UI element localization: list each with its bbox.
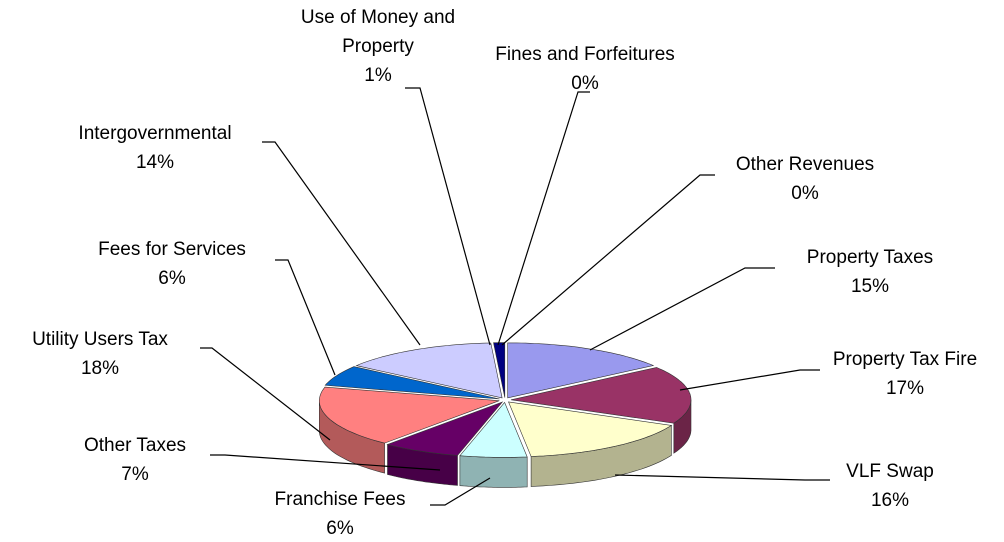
- slice: [510, 367, 692, 424]
- category-label: Intergovernmental: [78, 123, 232, 144]
- category-label: Franchise Fees: [274, 489, 406, 510]
- slice-label: Fees for Services 6%: [98, 235, 246, 293]
- slice-label: Property Tax Fire 17%: [833, 345, 977, 403]
- slice: [324, 366, 500, 400]
- pie-tops: [319, 342, 692, 458]
- leader-line: [497, 91, 590, 346]
- category-label: Property Taxes: [806, 247, 934, 268]
- category-label: Use of Money and Property: [300, 7, 456, 57]
- slice-label: Utility Users Tax 18%: [32, 325, 168, 383]
- value-label: 17%: [885, 378, 925, 399]
- category-label: Fines and Forfeitures: [495, 44, 675, 65]
- slice: [507, 342, 655, 399]
- value-label: 0%: [791, 183, 819, 204]
- slice: [386, 401, 504, 456]
- slice-label: Other Taxes 7%: [84, 431, 186, 489]
- slice-label: Fines and Forfeitures 0%: [495, 40, 675, 98]
- category-label: Property Tax Fire: [832, 349, 978, 370]
- leader-line: [430, 477, 491, 506]
- category-label: Other Revenues: [735, 154, 875, 175]
- leader-line: [501, 174, 715, 346]
- value-label: 1%: [364, 65, 392, 86]
- value-label: 7%: [121, 464, 149, 485]
- value-label: 15%: [850, 276, 890, 297]
- leader-line: [200, 347, 331, 441]
- value-label: 0%: [571, 73, 599, 94]
- category-label: Fees for Services: [98, 239, 246, 260]
- slice: [355, 342, 503, 399]
- slice: [319, 386, 500, 444]
- slice-label: Intergovernmental 14%: [78, 119, 231, 177]
- slice: [459, 401, 528, 458]
- leader-line: [275, 259, 336, 376]
- leader-line: [262, 141, 421, 346]
- leader-line: [614, 474, 830, 481]
- slice-label: Use of Money and Property 1%: [278, 3, 478, 90]
- leader-line: [210, 454, 441, 471]
- value-label: 6%: [326, 518, 354, 539]
- slice-label: VLF Swap 16%: [846, 457, 934, 515]
- value-label: 14%: [135, 152, 175, 173]
- value-label: 16%: [870, 490, 910, 511]
- leader-line: [679, 369, 820, 391]
- value-label: 18%: [80, 358, 120, 379]
- category-label: Utility Users Tax: [32, 329, 168, 350]
- pie-sides: [319, 399, 692, 488]
- slice-label: Other Revenues 0%: [736, 150, 874, 208]
- leader-line: [405, 87, 491, 346]
- slice-side: [459, 455, 528, 488]
- leader-line: [589, 267, 775, 351]
- value-label: 6%: [158, 268, 186, 289]
- category-label: VLF Swap: [846, 461, 934, 482]
- slice-label: Franchise Fees 6%: [275, 485, 406, 542]
- category-label: Other Taxes: [83, 435, 187, 456]
- slice: [508, 401, 673, 457]
- slice-label: Property Taxes 15%: [807, 243, 933, 301]
